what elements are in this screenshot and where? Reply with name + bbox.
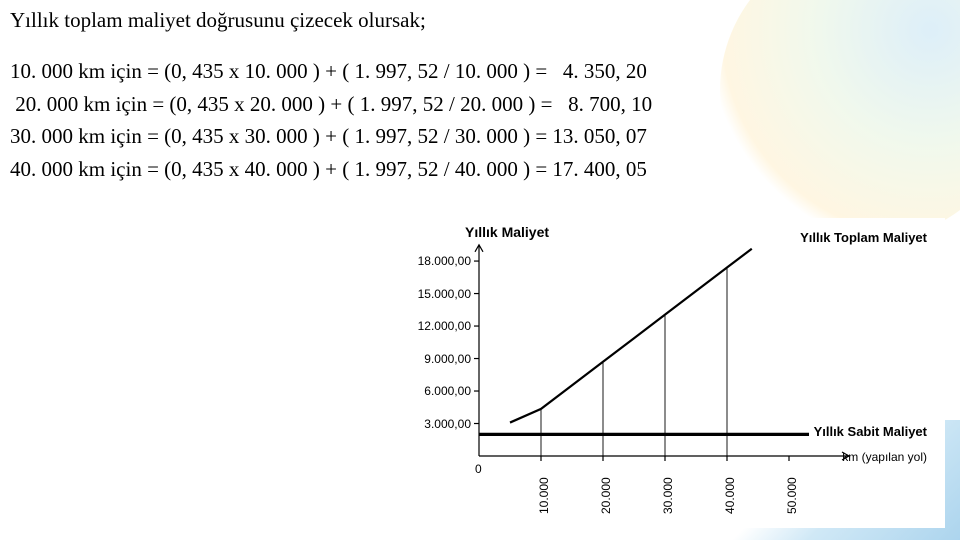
y-tick-label: 6.000,00 (413, 384, 471, 398)
chart-svg (405, 218, 945, 528)
x-tick-label: 30.000 (661, 477, 675, 514)
y-tick-label: 3.000,00 (413, 417, 471, 431)
x-tick-label: 10.000 (537, 477, 551, 514)
calc-line: 10. 000 km için = (0, 435 x 10. 000 ) + … (10, 55, 950, 88)
cost-chart: Yıllık Maliyet Yıllık Toplam Maliyet Yıl… (405, 218, 945, 528)
calc-line: 20. 000 km için = (0, 435 x 20. 000 ) + … (10, 88, 950, 121)
y-tick-label: 15.000,00 (413, 287, 471, 301)
origin-label: 0 (475, 462, 482, 476)
y-tick-label: 12.000,00 (413, 319, 471, 333)
x-tick-label: 40.000 (723, 477, 737, 514)
page-heading: Yıllık toplam maliyet doğrusunu çizecek … (10, 8, 950, 33)
y-tick-label: 9.000,00 (413, 352, 471, 366)
y-tick-label: 18.000,00 (413, 254, 471, 268)
calc-line: 40. 000 km için = (0, 435 x 40. 000 ) + … (10, 153, 950, 186)
x-tick-label: 50.000 (785, 477, 799, 514)
x-tick-label: 20.000 (599, 477, 613, 514)
calc-line: 30. 000 km için = (0, 435 x 30. 000 ) + … (10, 120, 950, 153)
